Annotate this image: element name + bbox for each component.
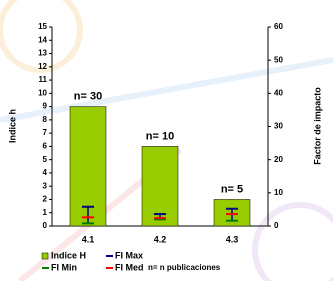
legend-label: FI Min [51,262,77,272]
y-tick-label: 3 [43,181,48,190]
y-tick-label: 2 [43,195,48,204]
legend-label: FI Med [115,262,144,272]
y-tick-label: 4 [43,168,48,177]
y-tick-label: 0 [43,221,48,230]
y-tick-label: 8 [43,115,48,124]
x-tick-label: 4.2 [154,234,167,244]
y2-tick-label: 10 [274,188,283,197]
y-tick-label: 10 [38,88,47,97]
y-tick-label: 5 [43,155,48,164]
y2-axis-title: Factor de impacto [312,87,322,165]
legend-label: FI Max [115,250,143,260]
y2-tick-label: 20 [274,155,283,164]
y2-tick-label: 30 [274,122,283,131]
x-tick-label: 4.3 [226,234,239,244]
y2-tick-label: 50 [274,55,283,64]
annotation: n= 30 [74,91,102,103]
y-tick-label: 13 [38,49,47,58]
y-tick-label: 9 [43,102,48,111]
y-tick-label: 11 [39,75,48,84]
note: n= n publicaciones [148,263,221,272]
y2-tick-label: 40 [274,88,283,97]
annotation: n= 5 [221,183,243,195]
y-tick-label: 1 [43,208,48,217]
y-tick-label: 6 [43,142,48,151]
legend-label: Indice H [51,250,86,260]
legend-swatch [42,253,48,259]
y-axis-title: Indice h [7,109,17,143]
y-tick-label: 12 [38,62,47,71]
y2-tick-label: 60 [274,22,283,31]
y-tick-label: 14 [38,35,47,44]
y2-tick-label: 0 [274,221,279,230]
annotation: n= 10 [146,130,174,142]
y-tick-label: 7 [43,128,48,137]
x-tick-label: 4.1 [82,234,95,244]
y-tick-label: 15 [38,22,47,31]
chart: Indice h Factor de impacto n= n publicac… [0,0,333,281]
